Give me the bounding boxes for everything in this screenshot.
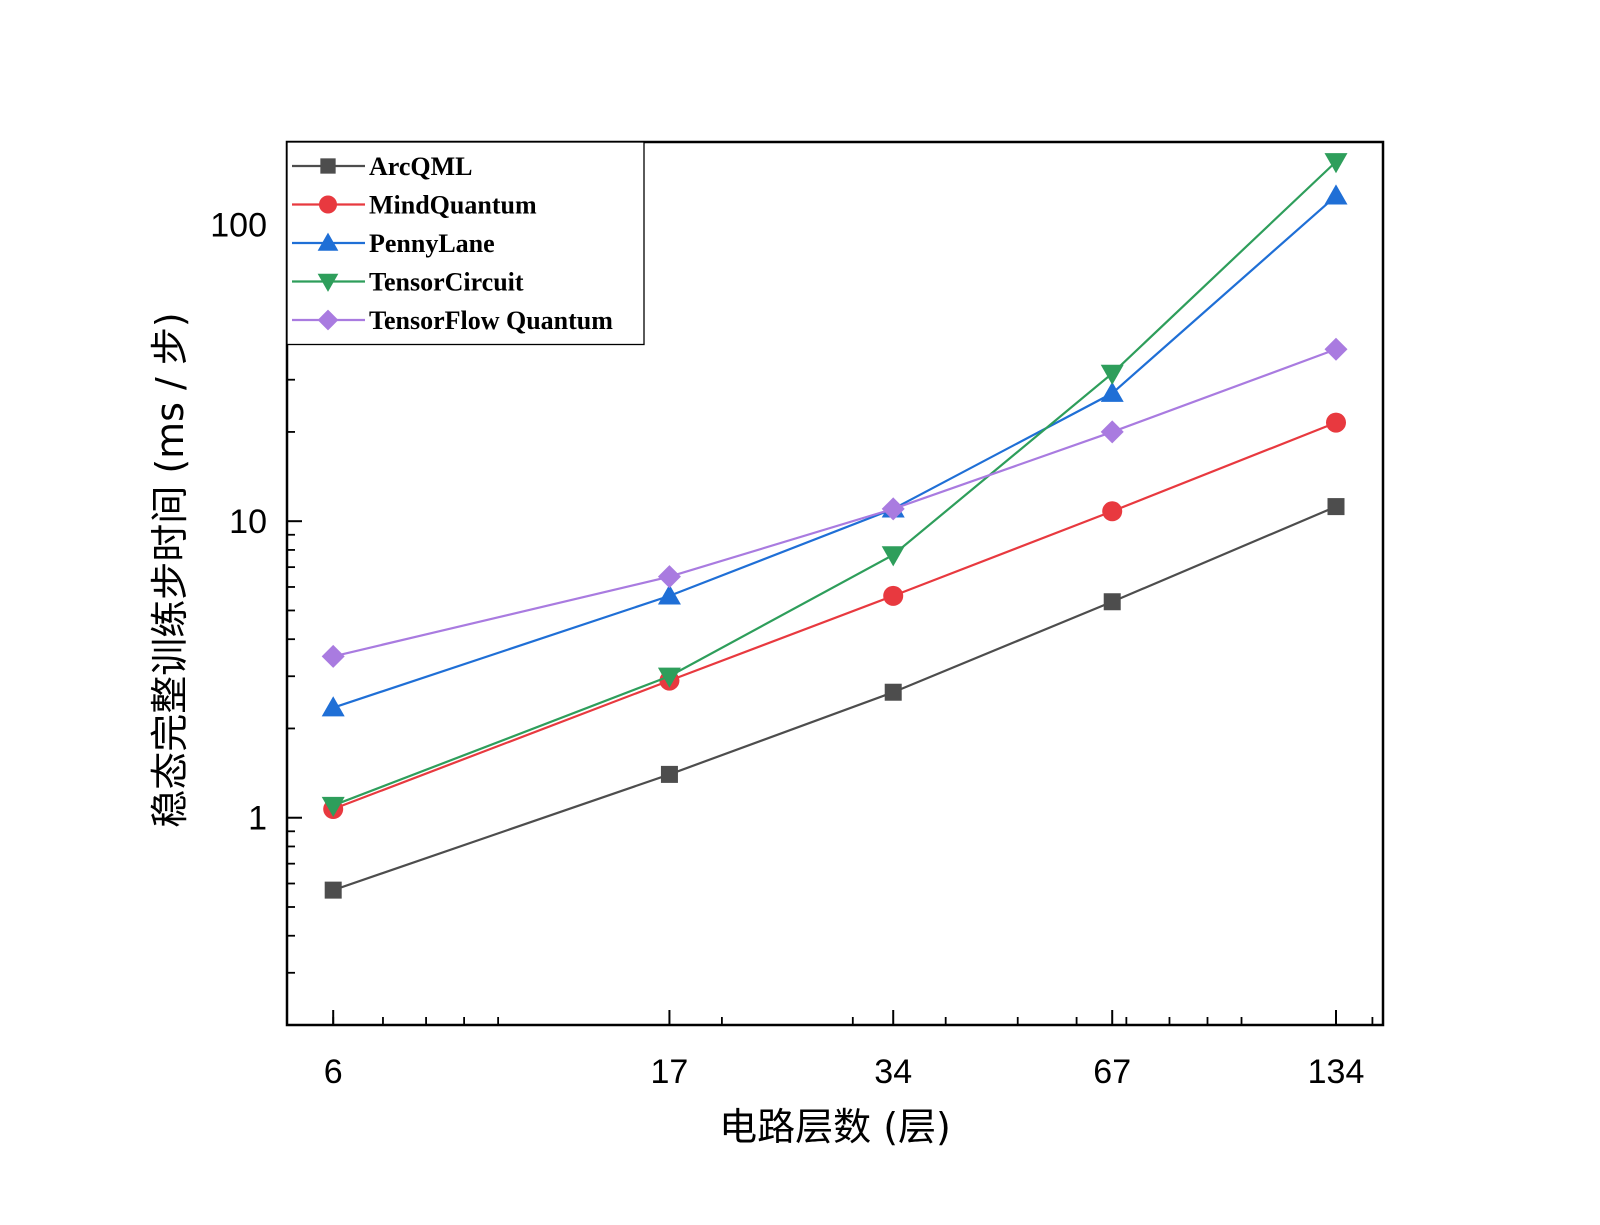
- plot-frame: [285, 140, 1385, 1027]
- legend-label-arcqml: ArcQML: [369, 152, 473, 181]
- plot-area: [321, 153, 1348, 899]
- y-tick-label: 10: [229, 503, 267, 541]
- legend-marker-arcqml: [320, 158, 336, 174]
- data-point-tensorcircuit: [1100, 364, 1124, 385]
- y-tick-label: 100: [210, 207, 267, 245]
- data-point-tensorcircuit: [881, 546, 905, 567]
- data-point-tensorflow-quantum: [657, 565, 681, 589]
- legend-label-pennylane: PennyLane: [369, 229, 495, 258]
- series-line-arcqml: [332, 505, 1337, 892]
- series-line-mindquantum: [332, 421, 1337, 811]
- data-point-pennylane: [321, 696, 345, 717]
- legend-marker-tensorcircuit: [317, 273, 339, 292]
- data-point-mindquantum: [1325, 412, 1346, 433]
- y-tick-label: 1: [248, 800, 267, 838]
- legend-marker-tensorflow-quantum: [317, 309, 339, 331]
- axes: 6 17 34 67 134 1 10 100: [210, 140, 1385, 1091]
- data-point-tensorcircuit: [321, 796, 345, 817]
- data-point-mindquantum: [1102, 501, 1123, 522]
- data-point-tensorcircuit: [657, 667, 681, 688]
- data-point-mindquantum: [883, 585, 904, 606]
- x-tick-label: 67: [1093, 1053, 1131, 1091]
- x-tick-label: 34: [874, 1053, 912, 1091]
- data-point-pennylane: [1324, 184, 1348, 205]
- y-axis-title: 稳态完整训练步时间 (ms / 步): [148, 312, 192, 828]
- data-point-arcqml: [1327, 498, 1345, 516]
- data-point-arcqml: [324, 881, 342, 899]
- legend-marker-pennylane: [317, 232, 339, 251]
- data-point-arcqml: [884, 683, 902, 701]
- legend-label-mindquantum: MindQuantum: [369, 191, 537, 220]
- x-tick-label: 6: [324, 1053, 343, 1091]
- data-point-tensorflow-quantum: [881, 497, 905, 521]
- data-point-pennylane: [657, 584, 681, 605]
- data-point-arcqml: [1103, 593, 1121, 611]
- legend-label-tensorflow-quantum: TensorFlow Quantum: [369, 306, 613, 335]
- legend-marker-mindquantum: [319, 195, 337, 214]
- data-point-arcqml: [660, 765, 678, 783]
- data-point-pennylane: [1100, 381, 1124, 402]
- data-point-tensorflow-quantum: [1100, 420, 1124, 444]
- x-axis-title: 电路层数 (层): [719, 1105, 951, 1149]
- series-line-tensorflow-quantum: [332, 348, 1337, 658]
- legend: ArcQML MindQuantum PennyLane TensorCircuit T…: [286, 141, 645, 346]
- data-point-tensorflow-quantum: [1324, 337, 1348, 361]
- data-point-tensorcircuit: [1324, 153, 1348, 174]
- x-tick-label: 134: [1308, 1053, 1365, 1091]
- x-tick-label: 17: [651, 1053, 689, 1091]
- legend-label-tensorcircuit: TensorCircuit: [369, 268, 524, 297]
- data-point-tensorflow-quantum: [321, 644, 345, 668]
